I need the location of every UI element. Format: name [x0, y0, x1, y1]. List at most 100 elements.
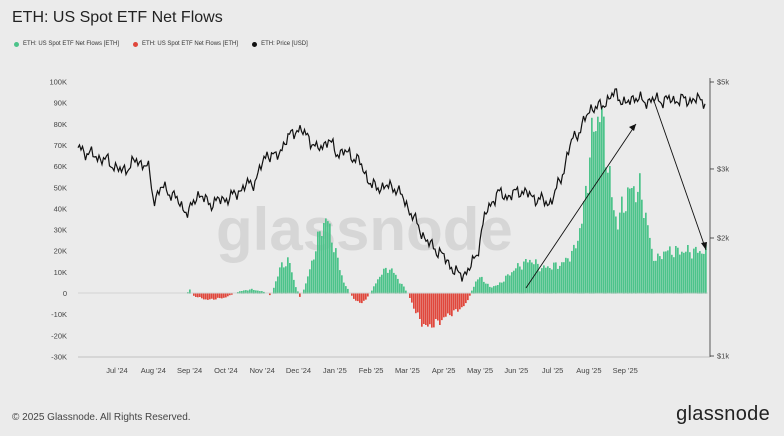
inflow-bar [627, 187, 629, 294]
outflow-bar [409, 293, 411, 298]
inflow-bar [489, 286, 491, 294]
inflow-bar [583, 201, 585, 294]
trend-arrows [525, 100, 707, 289]
inflow-bar [381, 274, 383, 294]
inflow-bar [693, 248, 695, 294]
outflow-bar [421, 293, 423, 327]
inflow-bar [327, 221, 329, 294]
inflow-bar [571, 250, 573, 294]
outflow-bar [205, 293, 207, 300]
inflow-bar [513, 270, 515, 294]
outflow-bar [211, 293, 213, 299]
inflow-bar [511, 272, 513, 294]
inflow-bar [537, 263, 539, 294]
inflow-bar [665, 251, 667, 294]
inflow-bar [547, 266, 549, 294]
glassnode-logo[interactable]: glassnode [676, 403, 770, 425]
inflow-bar [325, 218, 327, 294]
inflow-bar [555, 262, 557, 294]
legend-swatch-inflows [14, 41, 19, 47]
inflow-bar [347, 288, 349, 294]
inflow-bar [471, 290, 473, 294]
inflow-bar [655, 260, 657, 294]
inflow-bar [293, 279, 295, 294]
outflow-bar [355, 293, 357, 301]
y-left-tick-label: 30K [54, 226, 67, 235]
inflow-bar [311, 260, 313, 294]
inflow-bar [633, 186, 635, 294]
inflow-bar [373, 286, 375, 294]
inflow-bar [487, 283, 489, 294]
inflow-bar [635, 202, 637, 294]
x-tick-label: Sep '24 [177, 366, 202, 375]
outflow-bar [199, 293, 201, 297]
legend-label-inflows: ETH: US Spot ETF Net Flows [ETH] [23, 41, 120, 47]
legend-swatch-price [252, 41, 258, 47]
inflow-bar [575, 248, 577, 294]
inflow-bar [545, 267, 547, 294]
inflow-bar [701, 253, 703, 294]
inflow-bar [587, 192, 589, 294]
x-tick-label: Jul '25 [542, 366, 563, 375]
x-tick-label: May '25 [467, 366, 493, 375]
y-left-tick-label: -30K [51, 353, 67, 362]
inflow-bar [261, 291, 263, 294]
inflow-bar [505, 275, 507, 294]
inflow-bar [581, 223, 583, 294]
inflow-bar [695, 246, 697, 294]
outflow-bar [445, 293, 447, 317]
inflow-bar [475, 281, 477, 294]
inflow-bar [499, 282, 501, 294]
inflow-bar [639, 173, 641, 294]
outflow-bar [367, 293, 369, 297]
outflow-bar [451, 293, 453, 317]
inflow-bar [239, 291, 241, 294]
inflow-bar [335, 248, 337, 294]
inflow-bar [401, 283, 403, 294]
inflow-bar [277, 276, 279, 294]
inflow-bar [243, 290, 245, 294]
inflow-bar [551, 269, 553, 294]
outflow-bar [415, 293, 417, 314]
inflow-bar [561, 262, 563, 294]
inflow-bar [553, 262, 555, 294]
inflow-bar [599, 122, 601, 294]
inflow-bar [329, 223, 331, 294]
inflow-bar [623, 212, 625, 294]
inflow-bar [563, 262, 565, 294]
outflow-bar [425, 293, 427, 325]
legend-swatch-outflows [133, 41, 139, 47]
inflow-bar [691, 258, 693, 294]
legend-item-inflows[interactable]: ETH: US Spot ETF Net Flows [ETH] [14, 41, 119, 47]
trend-arrow-down [653, 100, 707, 251]
legend-item-outflows[interactable]: ETH: US Spot ETF Net Flows [ETH] [133, 41, 238, 47]
y-left-tick-label: 40K [54, 204, 67, 213]
y-left-tick-label: 100K [49, 78, 67, 87]
inflow-bar [521, 269, 523, 294]
outflow-bar [227, 293, 229, 297]
inflow-bar [323, 223, 325, 294]
inflow-bar [317, 231, 319, 294]
outflow-bar [429, 293, 431, 325]
outflow-bar [231, 293, 233, 295]
outflow-bar [207, 293, 209, 300]
outflow-bar [417, 293, 419, 313]
inflow-bar [569, 261, 571, 294]
inflow-bar [677, 247, 679, 294]
legend-item-price[interactable]: ETH: Price [USD] [252, 41, 308, 47]
inflow-bar [535, 259, 537, 294]
x-tick-label: Sep '25 [613, 366, 638, 375]
chart-title: ETH: US Spot ETF Net Flows [12, 9, 223, 26]
outflow-bar [449, 293, 451, 316]
inflow-bar [483, 281, 485, 294]
outflow-bar [433, 293, 435, 328]
x-tick-label: Oct '24 [214, 366, 238, 375]
outflow-bar [463, 293, 465, 307]
inflow-bar [647, 225, 649, 294]
inflow-bar [393, 272, 395, 294]
inflow-bar [611, 197, 613, 294]
flow-bars [187, 107, 707, 328]
x-tick-label: Dec '24 [286, 366, 311, 375]
inflow-bar [307, 276, 309, 294]
inflow-bar [523, 261, 525, 294]
